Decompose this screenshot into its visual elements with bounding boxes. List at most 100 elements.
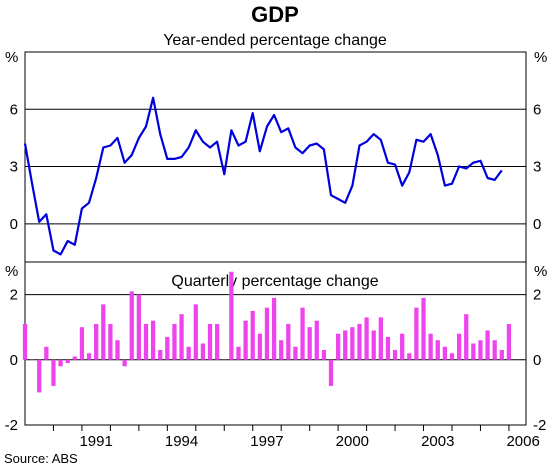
bar [101,304,106,360]
bar [150,320,156,360]
quarterly-panel: Quarterly percentage change % % -2 -2 0 0 2 2 [5,261,547,434]
bar [364,317,369,360]
bar [407,353,412,360]
bar [136,294,141,360]
y-tick-label-left: -2 [5,417,18,434]
bar [229,271,234,360]
bar [129,291,134,360]
bar [207,323,213,360]
y-tick-label-right: 3 [533,159,541,176]
bar [115,340,120,360]
bar [328,359,334,386]
year-ended-panel: Year-ended percentage change % % 0 0 3 3 6 6 [5,32,547,263]
bar [350,327,355,360]
bar [165,336,170,360]
y-tick-label-left: 0 [10,352,18,369]
bar [22,323,28,360]
bar [442,346,448,360]
bar [250,310,255,360]
bar [449,353,455,360]
y-tick-label-left: 3 [10,159,18,176]
bar [421,297,426,360]
bar [428,333,433,360]
x-tick-label: 2000 [336,433,369,450]
bar [44,346,49,360]
y-tick-label-right: -2 [533,417,546,434]
bottom-panel-subtitle: Quarterly percentage change [171,273,378,290]
bar [122,359,127,367]
bar [300,307,305,360]
bar [456,333,462,360]
y-tick-label-right: 6 [533,101,541,118]
bar [264,307,270,360]
x-tick-label: 2006 [506,433,539,450]
top-right-unit: % [534,49,547,66]
bottom-left-unit: % [5,263,18,280]
bar [392,350,398,360]
bar [414,307,419,360]
bar [257,333,262,360]
bar [58,359,63,367]
bar [471,343,476,360]
bar [314,320,319,360]
bar [506,323,512,360]
x-tick-label: 2003 [421,433,454,450]
bar [435,340,440,360]
bar [385,336,391,360]
bar [172,323,177,360]
bar [37,359,42,393]
bar [215,323,220,360]
bar [193,304,198,360]
bar [222,359,227,361]
y-tick-label-right: 2 [533,287,541,304]
bar [343,330,348,360]
bar [271,297,277,360]
bar [321,350,327,360]
bar [293,346,298,360]
bar [243,320,248,360]
bar [108,323,113,360]
bar [186,346,191,360]
bar [143,323,149,360]
y-tick-label-left: 2 [10,287,18,304]
bar [79,327,85,360]
bar [485,330,490,360]
x-axis: 1991 1994 1997 2000 2003 2006 [52,425,540,450]
x-tick-label: 1994 [165,433,198,450]
top-left-unit: % [5,49,18,66]
bar [179,314,184,360]
y-tick-label-right: 0 [533,216,541,233]
bar [464,314,469,360]
bar [499,350,504,360]
bar [158,350,163,360]
y-tick-label-left: 0 [10,216,18,233]
bar [94,323,99,360]
bar [286,323,291,360]
bar [65,359,70,364]
series-line [23,96,503,256]
bar [236,346,241,360]
bottom-right-unit: % [534,263,547,280]
bar [86,353,92,360]
y-tick-label-right: 0 [533,352,541,369]
bar [29,359,35,361]
bar [51,359,56,386]
bar [378,317,383,360]
bar [357,323,362,360]
bar [307,327,312,360]
bar [200,343,206,360]
chart-title: GDP [251,2,299,27]
bar [72,356,77,360]
bar [478,340,483,360]
bar [335,333,341,360]
x-tick-label: 1997 [250,433,283,450]
bar [371,330,376,360]
top-panel-subtitle: Year-ended percentage change [163,32,387,49]
bar [492,340,497,360]
bar [400,333,405,360]
source-note: Source: ABS [4,451,78,466]
y-tick-label-left: 6 [10,101,18,118]
bar [279,340,284,360]
x-tick-label: 1991 [79,433,112,450]
